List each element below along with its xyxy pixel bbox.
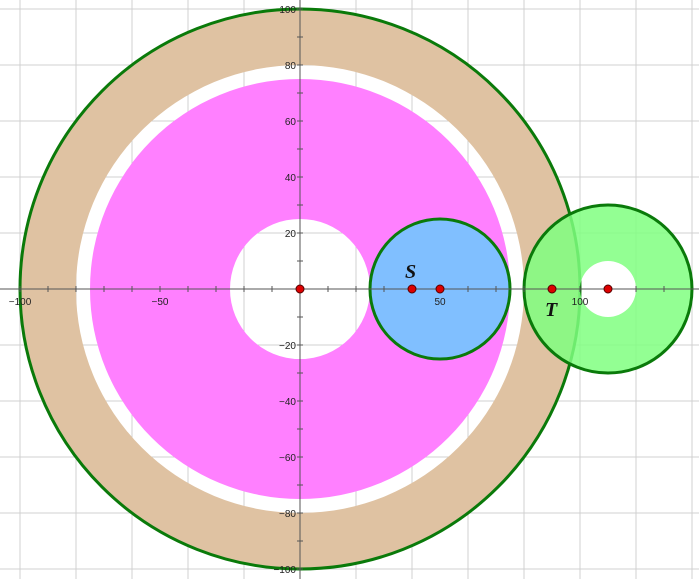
point-label-s: S bbox=[405, 261, 416, 283]
point-origin bbox=[295, 284, 305, 294]
point-blue-center bbox=[435, 284, 445, 294]
x-tick-label: −100 bbox=[9, 297, 32, 308]
y-tick-label: −80 bbox=[279, 509, 296, 520]
y-tick-label: −100 bbox=[273, 565, 296, 576]
y-tick-label: −20 bbox=[279, 341, 296, 352]
point-t bbox=[547, 284, 557, 294]
x-tick-label: 50 bbox=[434, 297, 446, 308]
y-tick-label: 60 bbox=[285, 117, 297, 128]
point-green-center bbox=[603, 284, 613, 294]
point-label-t: T bbox=[545, 299, 558, 321]
green-annulus bbox=[524, 205, 692, 373]
y-tick-label: 20 bbox=[285, 229, 297, 240]
magenta-annulus bbox=[90, 79, 510, 499]
y-tick-label: 100 bbox=[279, 5, 296, 16]
y-tick-label: 40 bbox=[285, 173, 297, 184]
points: ST bbox=[295, 261, 613, 321]
y-tick-label: −60 bbox=[279, 453, 296, 464]
y-tick-label: −40 bbox=[279, 397, 296, 408]
x-tick-label: −50 bbox=[152, 297, 169, 308]
point-s bbox=[407, 284, 417, 294]
x-tick-label: 100 bbox=[572, 297, 589, 308]
y-tick-label: 80 bbox=[285, 61, 297, 72]
